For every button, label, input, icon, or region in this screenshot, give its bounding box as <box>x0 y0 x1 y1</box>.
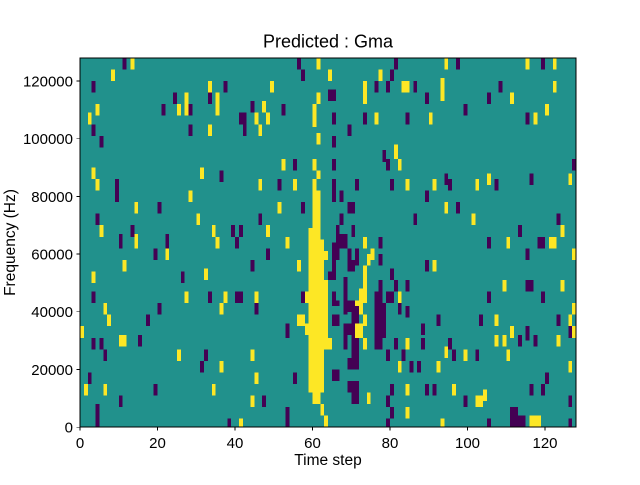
svg-text:120: 120 <box>532 435 557 452</box>
svg-text:100: 100 <box>455 435 480 452</box>
svg-text:Time step: Time step <box>294 452 361 469</box>
svg-text:80: 80 <box>382 435 399 452</box>
svg-text:Frequency (Hz): Frequency (Hz) <box>2 189 19 296</box>
svg-text:20: 20 <box>149 435 166 452</box>
svg-text:60000: 60000 <box>31 246 73 263</box>
svg-text:80000: 80000 <box>31 189 73 206</box>
svg-text:120000: 120000 <box>23 73 73 90</box>
svg-text:40: 40 <box>227 435 244 452</box>
svg-text:40000: 40000 <box>31 304 73 321</box>
svg-text:Predicted : Gma: Predicted : Gma <box>263 32 394 52</box>
svg-text:100000: 100000 <box>23 131 73 148</box>
svg-text:60: 60 <box>304 435 321 452</box>
svg-text:0: 0 <box>65 420 73 437</box>
svg-text:0: 0 <box>76 435 84 452</box>
svg-text:20000: 20000 <box>31 362 73 379</box>
